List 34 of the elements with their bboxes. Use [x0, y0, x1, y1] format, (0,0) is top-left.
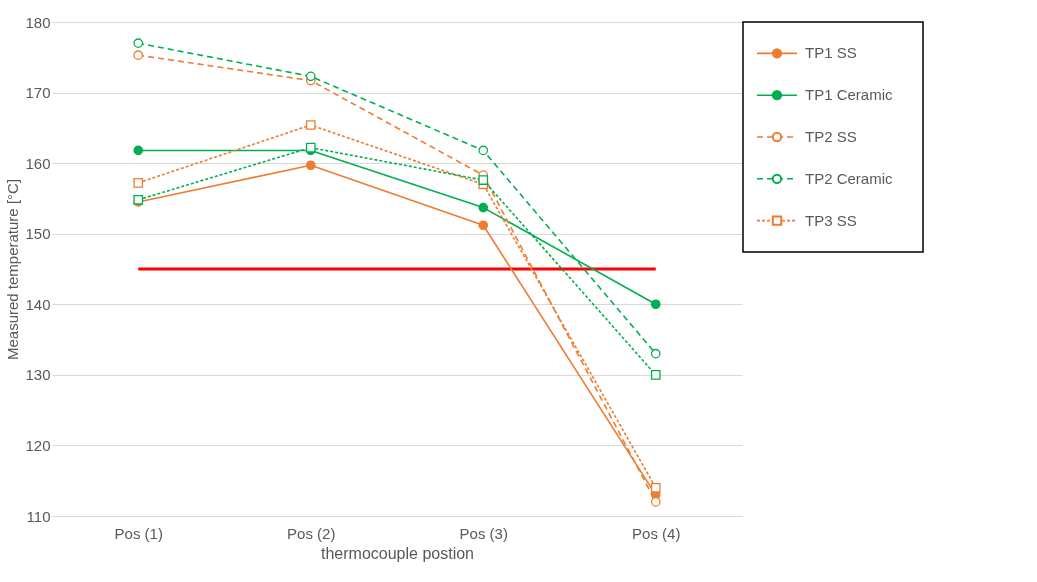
y-tick-label: 180: [25, 13, 51, 31]
x-tick-label: Pos (4): [632, 524, 681, 542]
point: [478, 202, 489, 213]
y-tick-label: 130: [25, 366, 51, 384]
point: [133, 178, 144, 188]
point: [478, 175, 489, 185]
y-tick-label: 160: [25, 154, 51, 172]
point: [650, 482, 661, 493]
point: [478, 145, 489, 156]
y-tick-label: 140: [25, 295, 51, 313]
point: [305, 71, 316, 82]
x-tick-label: Pos (3): [459, 524, 508, 542]
point: [305, 160, 316, 171]
legend-label: TP3 SS: [805, 211, 857, 229]
y-tick-label: 110: [26, 507, 51, 525]
point: [650, 299, 661, 310]
point: [133, 38, 144, 48]
legend-label: TP1 Ceramic: [805, 86, 894, 104]
point: [133, 145, 144, 156]
x-tick-label: Pos (2): [287, 524, 336, 542]
point: [650, 370, 661, 380]
y-tick-label: 170: [25, 84, 51, 102]
x-tick-label: Pos (1): [114, 524, 163, 542]
y-axis-title: Measured temperature [°C]: [4, 178, 22, 361]
x-axis-title: thermocouple postion: [321, 544, 474, 562]
legend-label: TP2 SS: [805, 128, 857, 145]
legend-label: TP2 Ceramic: [805, 169, 894, 187]
y-tick-label: 150: [25, 225, 51, 243]
point: [478, 220, 489, 231]
point: [650, 497, 661, 507]
y-tick-label: 120: [25, 436, 51, 454]
point: [133, 50, 144, 60]
point: [305, 120, 316, 130]
legend-label: TP1 SS: [805, 44, 857, 62]
